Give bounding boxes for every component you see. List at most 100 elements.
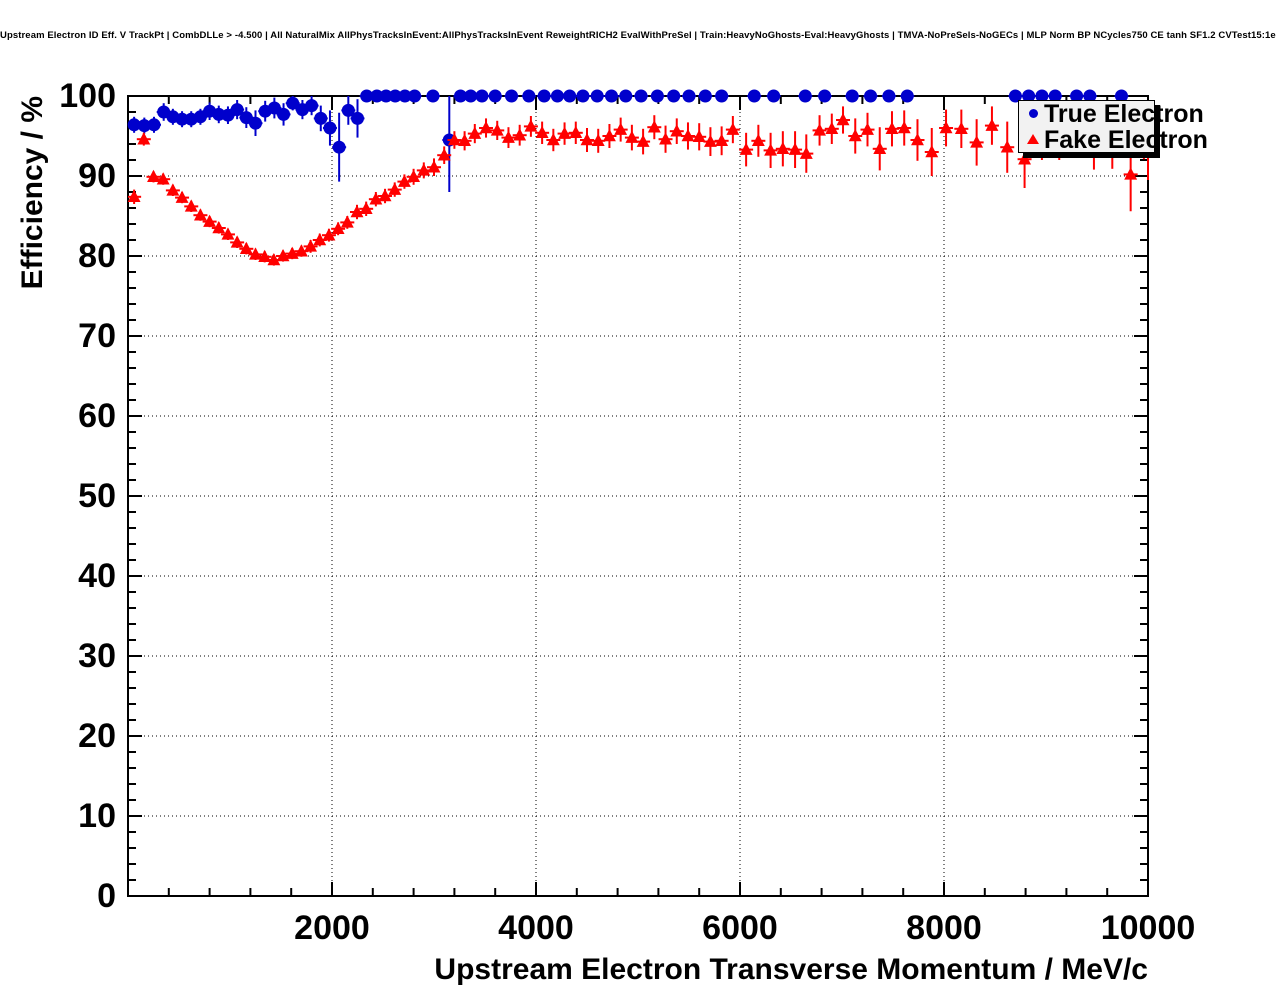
data-point-marker-triangle [193, 208, 207, 221]
data-point-marker-circle [1008, 89, 1022, 103]
data-point-marker-triangle [407, 169, 421, 183]
data-point-marker-triangle [939, 121, 953, 134]
data-point-marker-circle [341, 103, 355, 117]
data-point-marker-circle [864, 89, 878, 103]
data-point-marker-circle [314, 111, 328, 125]
series-fake-electron [127, 106, 1155, 266]
data-point-marker-triangle [614, 122, 628, 135]
data-point-marker-circle [682, 89, 696, 103]
data-point-marker-circle [127, 118, 141, 132]
data-point-marker-triangle [985, 118, 999, 131]
data-point-marker-triangle [897, 121, 911, 134]
data-point-marker-triangle [535, 125, 549, 139]
data-point-marker-triangle [388, 182, 402, 195]
data-point-marker-circle [351, 111, 364, 125]
data-point-marker-circle [1035, 89, 1049, 103]
data-point-marker-circle [147, 118, 161, 132]
data-point-marker-circle [818, 89, 832, 103]
y-axis-tick-label: 70 [78, 317, 116, 355]
data-point-marker-triangle [954, 121, 968, 135]
data-point-marker-triangle [137, 132, 151, 145]
data-point-marker-triangle [322, 228, 336, 241]
data-point-marker-triangle [304, 239, 318, 252]
plot-title: Upstream Electron ID Eff. V TrackPt | Co… [0, 30, 1276, 41]
data-point-marker-triangle [569, 125, 583, 139]
data-point-marker-circle [798, 89, 812, 103]
data-point-marker-circle [1083, 89, 1097, 103]
y-axis-tick-label: 50 [78, 477, 116, 515]
legend-marker-circle-icon [1023, 105, 1043, 123]
data-point-marker-circle [550, 89, 564, 103]
data-point-marker-circle [604, 89, 618, 103]
data-point-marker-triangle [239, 241, 253, 255]
x-axis-tick-label: 10000 [1101, 909, 1196, 947]
y-axis-tick-label: 0 [97, 877, 116, 915]
data-point-marker-triangle [603, 129, 616, 142]
data-point-marker-triangle [885, 121, 899, 135]
y-axis-tick-label: 10 [78, 797, 116, 835]
data-point-marker-circle [1070, 89, 1084, 103]
data-point-marker-circle [715, 89, 729, 103]
data-point-marker-circle [249, 116, 262, 130]
data-point-marker-triangle [848, 129, 862, 142]
data-point-marker-triangle [203, 214, 217, 227]
legend-entry-true-electron[interactable]: True Electron [1019, 101, 1204, 127]
legend-label-true-electron: True Electron [1044, 100, 1204, 128]
data-point-marker-triangle [591, 133, 605, 147]
data-point-marker-triangle [212, 221, 226, 234]
data-point-marker-circle [267, 101, 281, 115]
data-point-marker-circle [505, 89, 519, 103]
data-point-marker-circle [667, 89, 681, 103]
data-point-marker-triangle [911, 133, 924, 146]
data-point-marker-triangle [524, 119, 538, 132]
data-point-marker-circle [305, 99, 319, 113]
data-point-marker-circle [1022, 89, 1036, 103]
data-point-marker-circle [398, 89, 412, 103]
data-point-marker-circle [634, 89, 648, 103]
data-point-marker-circle [475, 89, 489, 103]
data-point-marker-circle [522, 89, 536, 103]
data-point-marker-circle [175, 112, 189, 126]
data-point-marker-triangle [359, 201, 373, 215]
data-point-marker-circle [360, 89, 374, 103]
data-point-marker-triangle [1000, 140, 1014, 153]
data-point-marker-triangle [799, 146, 813, 159]
data-point-marker-triangle [479, 121, 493, 134]
data-point-marker-triangle [294, 244, 308, 257]
y-axis-title: Efficiency / % [16, 96, 49, 289]
data-point-marker-circle [286, 96, 300, 110]
y-axis-tick-label: 60 [78, 397, 116, 435]
data-point-marker-circle [323, 121, 337, 135]
data-point-marker-circle [454, 89, 468, 103]
chart-legend[interactable]: True Electron Fake Electron [1018, 100, 1208, 153]
data-point-marker-circle [408, 89, 422, 103]
data-point-marker-circle [1048, 89, 1062, 103]
legend-entry-fake-electron[interactable]: Fake Electron [1019, 127, 1208, 153]
y-axis-tick-label: 80 [78, 237, 116, 275]
data-point-marker-circle [590, 89, 604, 103]
data-point-marker-triangle [825, 121, 839, 135]
data-point-marker-triangle [350, 205, 364, 218]
data-point-marker-triangle [670, 124, 684, 137]
data-point-marker-triangle [692, 129, 706, 143]
data-point-marker-triangle [788, 142, 802, 155]
data-point-marker-triangle [636, 134, 650, 147]
data-point-marker-circle [619, 89, 633, 103]
y-axis-tick-label: 20 [78, 717, 116, 755]
data-point-marker-circle [137, 119, 151, 133]
data-point-marker-triangle [1018, 152, 1032, 165]
data-point-marker-triangle [258, 249, 272, 263]
data-point-marker-triangle [417, 163, 431, 176]
data-point-marker-circle [767, 89, 781, 103]
data-point-marker-triangle [1124, 167, 1138, 180]
data-point-marker-triangle [313, 233, 327, 246]
legend-marker-triangle-icon [1023, 131, 1043, 149]
data-point-marker-circle [698, 89, 712, 103]
data-point-marker-circle [576, 89, 590, 103]
data-point-marker-circle [900, 89, 914, 103]
data-point-marker-triangle [813, 123, 826, 136]
data-point-marker-triangle [166, 183, 180, 196]
series-true-electron [127, 89, 1129, 192]
